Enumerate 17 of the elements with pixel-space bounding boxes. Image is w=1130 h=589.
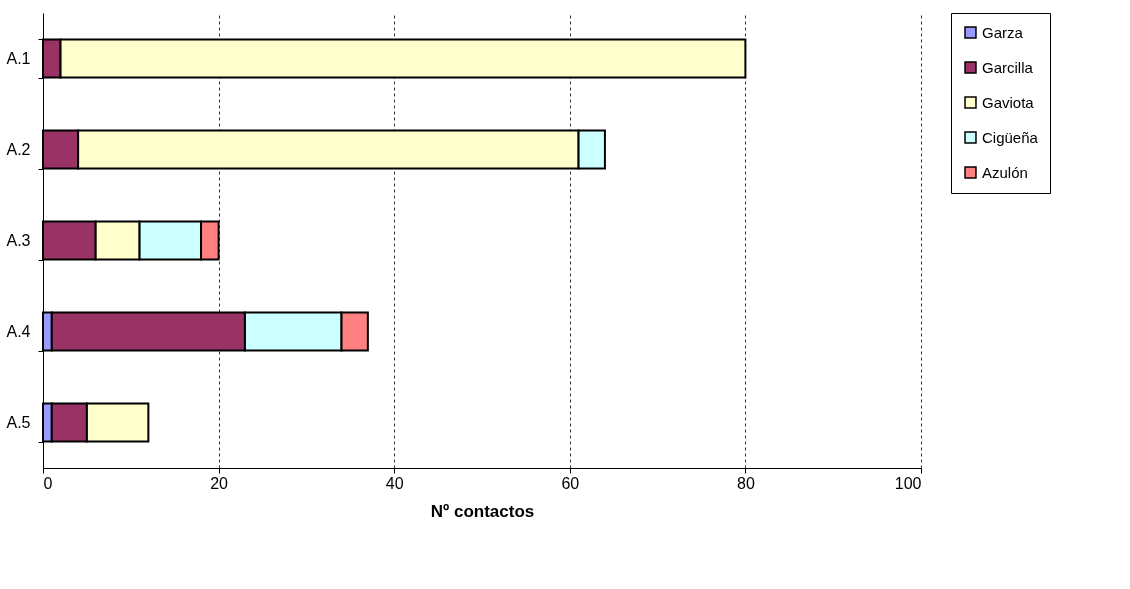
legend-label: Garza [982, 23, 1024, 41]
x-tick-label: 100 [894, 474, 922, 492]
legend-label: Gaviota [982, 93, 1035, 111]
y-tick-label: A.4 [6, 323, 31, 340]
y-tick-label: A.2 [6, 141, 31, 158]
x-tick-label: 0 [43, 474, 53, 492]
x-tick-label: 40 [385, 474, 404, 492]
legend-label: Garcilla [982, 58, 1034, 76]
x-tick-label: 20 [210, 474, 229, 492]
y-tick-label: A.3 [6, 232, 31, 249]
y-tick-label: A.5 [6, 414, 31, 431]
x-axis-title: Nº contactos [430, 501, 535, 521]
x-tick-label: 60 [561, 474, 580, 492]
legend-label: Azulón [982, 163, 1028, 181]
x-tick-label: 80 [737, 474, 755, 492]
legend-label: Cigüeña [982, 128, 1039, 146]
y-tick-label: A.1 [6, 50, 31, 67]
